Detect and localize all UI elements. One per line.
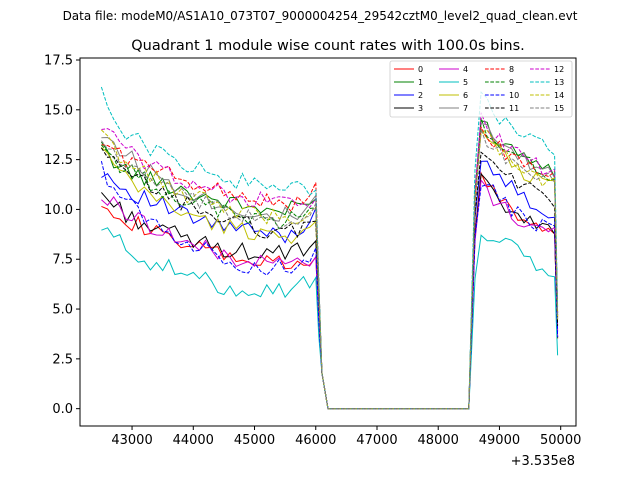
series-line-13 <box>100 86 559 410</box>
x-tick-label: 50000 <box>540 433 581 448</box>
legend-label-12: 12 <box>554 65 564 74</box>
series-line-11 <box>100 147 559 410</box>
x-tick-label: 44000 <box>173 433 214 448</box>
legend-label-8: 8 <box>509 65 514 74</box>
series-line-14 <box>101 129 559 410</box>
file-title: Data file: modeM0/AS1A10_073T07_90000042… <box>63 9 578 23</box>
legend-label-3: 3 <box>418 104 423 113</box>
legend-label-0: 0 <box>418 65 423 74</box>
x-offset-label: +3.535e8 <box>511 454 575 469</box>
x-tick-label: 48000 <box>418 433 459 448</box>
y-tick-label: 0.0 <box>52 402 73 417</box>
legend-box <box>389 60 573 118</box>
legend-label-6: 6 <box>463 91 468 100</box>
axes-frame <box>79 57 577 427</box>
series-line-0 <box>101 171 559 410</box>
series-line-4 <box>101 178 559 410</box>
series-line-12 <box>101 112 559 410</box>
y-tick-label: 17.5 <box>44 53 73 68</box>
series-line-1 <box>100 120 559 410</box>
x-axis: 43000 44000 45000 46000 47000 48000 49000 50000 <box>111 426 581 448</box>
series-line-2 <box>101 160 559 410</box>
y-tick-label: 12.5 <box>44 153 73 168</box>
legend-label-1: 1 <box>418 78 423 87</box>
x-tick-label: 46000 <box>295 433 336 448</box>
legend-label-9: 9 <box>509 78 514 87</box>
x-tick-label: 49000 <box>479 433 520 448</box>
series-line-8 <box>101 125 559 410</box>
series-line-15 <box>101 128 559 410</box>
y-tick-label: 15.0 <box>44 103 73 118</box>
x-tick-label: 43000 <box>111 433 152 448</box>
y-tick-label: 10.0 <box>44 203 73 218</box>
series-line-5 <box>101 227 559 410</box>
legend-label-10: 10 <box>509 91 519 100</box>
legend-label-2: 2 <box>418 91 423 100</box>
chart-title: Quadrant 1 module wise count rates with … <box>131 38 525 54</box>
plot-area <box>100 86 559 410</box>
y-axis: 0.0 2.5 5.0 7.5 10.0 12.5 15.0 17.5 <box>44 53 80 417</box>
legend-label-15: 15 <box>554 104 564 113</box>
y-tick-label: 7.5 <box>52 253 73 268</box>
y-tick-label: 5.0 <box>52 303 73 318</box>
legend-label-4: 4 <box>463 65 468 74</box>
series-line-3 <box>101 172 559 410</box>
x-tick-label: 45000 <box>234 433 275 448</box>
x-tick-label: 47000 <box>356 433 397 448</box>
legend-label-7: 7 <box>463 104 468 113</box>
legend-label-14: 14 <box>554 91 564 100</box>
legend-label-11: 11 <box>509 104 519 113</box>
y-tick-label: 2.5 <box>52 352 73 367</box>
legend-label-5: 5 <box>463 78 468 87</box>
legend-label-13: 13 <box>554 78 564 87</box>
series-line-10 <box>100 160 559 410</box>
